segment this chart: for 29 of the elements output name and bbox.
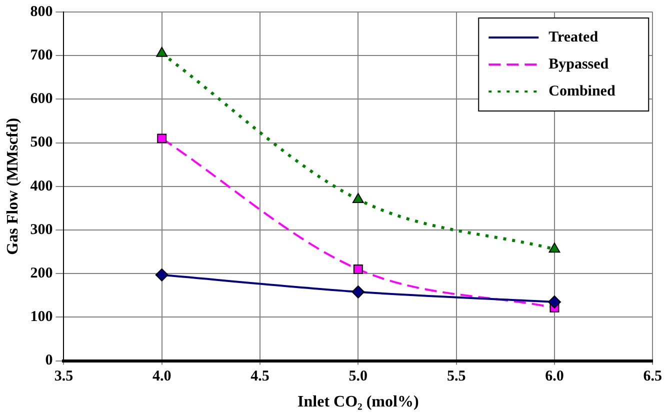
x-tick-label: 3.5 bbox=[54, 368, 74, 385]
point bbox=[156, 46, 168, 57]
point bbox=[155, 268, 168, 282]
y-tick-label: 800 bbox=[30, 4, 53, 20]
point bbox=[353, 264, 363, 274]
y-tick-label: 300 bbox=[30, 222, 53, 238]
point bbox=[157, 134, 167, 144]
x-tick-label: 6.0 bbox=[545, 368, 564, 385]
y-axis-title: Gas Flow (MMscfd) bbox=[4, 118, 22, 255]
y-tick-label: 400 bbox=[30, 178, 53, 194]
point bbox=[548, 242, 560, 253]
legend-label: Combined bbox=[548, 83, 616, 100]
y-tick-label: 600 bbox=[30, 91, 53, 108]
point bbox=[548, 295, 561, 308]
y-tick-label: 200 bbox=[30, 265, 53, 282]
x-axis-title: Inlet CO₂ (mol%) bbox=[298, 394, 419, 411]
point bbox=[352, 192, 364, 203]
x-tick-label: 4.5 bbox=[250, 368, 270, 385]
x-tick-label: 5.5 bbox=[446, 368, 466, 385]
y-tick-label: 700 bbox=[30, 47, 53, 64]
x-tick-label: 6.5 bbox=[643, 368, 662, 385]
y-tick-label: 100 bbox=[30, 309, 53, 326]
x-tick-label: 5.0 bbox=[348, 368, 368, 385]
y-tick-label: 500 bbox=[30, 134, 53, 151]
legend-label: Bypassed bbox=[548, 56, 610, 72]
legend-label: Treated bbox=[548, 29, 599, 46]
y-tick-label: 0 bbox=[45, 352, 53, 369]
x-tick-label: 4.0 bbox=[152, 368, 172, 385]
point bbox=[352, 285, 365, 298]
